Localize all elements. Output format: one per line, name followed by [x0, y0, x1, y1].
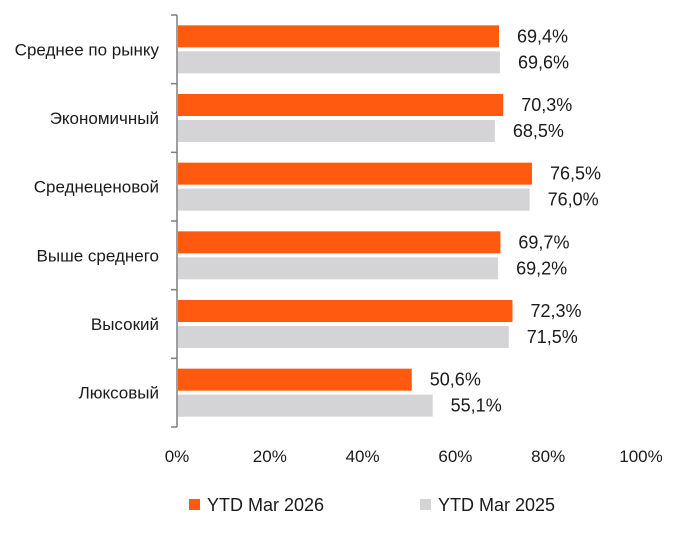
data-label: 69,2%: [516, 258, 567, 278]
data-label: 68,5%: [513, 121, 564, 141]
x-axis-ticks: 0% 20% 40% 60% 80% 100%: [165, 447, 663, 466]
legend-swatch: [189, 499, 200, 510]
data-label: 71,5%: [527, 327, 578, 347]
axes: [171, 14, 178, 428]
x-tick-label: 60%: [438, 447, 472, 466]
category-label: Люксовый: [79, 384, 159, 403]
x-tick-label: 0%: [165, 447, 190, 466]
bar-ytd-2025: [178, 188, 530, 211]
bar-ytd-2025: [178, 394, 433, 417]
category-label: Среднеценовой: [34, 178, 159, 197]
category-label: Среднее по рынку: [15, 40, 160, 59]
x-tick-label: 40%: [346, 447, 380, 466]
bar-ytd-2026: [178, 368, 412, 391]
legend-label: YTD Mar 2025: [438, 495, 555, 515]
bar-ytd-2026: [178, 300, 513, 322]
data-label: 70,3%: [521, 95, 572, 115]
legend-swatch: [420, 499, 431, 510]
data-label: 69,4%: [517, 26, 568, 46]
bar-ytd-2026: [178, 94, 504, 116]
category-labels: Среднее по рынку Экономичный Среднеценовой…: [15, 40, 160, 402]
x-tick-label: 20%: [253, 447, 287, 466]
category-label: Высокий: [91, 315, 159, 334]
data-label: 69,7%: [518, 232, 569, 252]
category-label: Экономичный: [50, 109, 159, 128]
x-tick-label: 80%: [531, 447, 565, 466]
x-tick-label: 100%: [619, 447, 662, 466]
data-label: 76,0%: [548, 190, 599, 210]
data-label: 50,6%: [430, 370, 481, 390]
legend: YTD Mar 2026 YTD Mar 2025: [189, 495, 555, 515]
value-labels: 69,4% 69,6% 70,3% 68,5% 76,5% 76,0% 69,7% 69,2%…: [430, 26, 601, 415]
bar-ytd-2025: [178, 51, 500, 74]
data-label: 55,1%: [451, 396, 502, 416]
bars: [178, 25, 532, 417]
bar-ytd-2026: [178, 162, 532, 185]
bar-ytd-2025: [178, 326, 509, 348]
bar-ytd-2025: [178, 120, 495, 142]
bar-ytd-2025: [178, 257, 499, 280]
data-label: 69,6%: [518, 52, 569, 72]
bar-ytd-2026: [178, 25, 500, 48]
category-label: Выше среднего: [37, 246, 159, 265]
legend-label: YTD Mar 2026: [207, 495, 324, 515]
bar-ytd-2026: [178, 231, 501, 254]
data-label: 76,5%: [550, 164, 601, 184]
data-label: 72,3%: [530, 301, 581, 321]
